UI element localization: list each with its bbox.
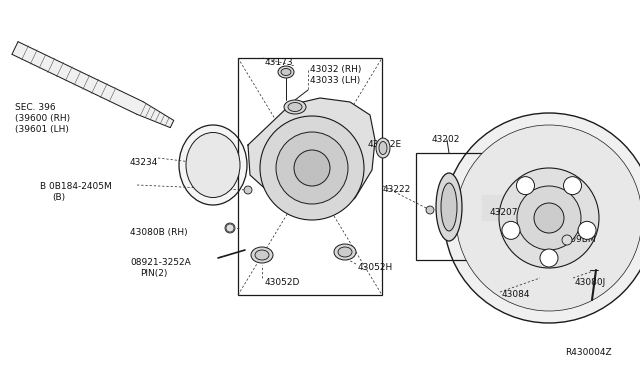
Ellipse shape <box>244 186 252 194</box>
Text: 43202: 43202 <box>432 135 460 144</box>
Polygon shape <box>248 98 375 215</box>
Circle shape <box>563 177 582 195</box>
Circle shape <box>562 235 572 245</box>
Text: 43080B (RH): 43080B (RH) <box>130 228 188 237</box>
Ellipse shape <box>288 103 302 112</box>
Circle shape <box>540 249 558 267</box>
Circle shape <box>517 186 581 250</box>
Text: 43173: 43173 <box>265 58 294 67</box>
Circle shape <box>260 116 364 220</box>
Circle shape <box>444 113 640 323</box>
Circle shape <box>294 150 330 186</box>
Circle shape <box>502 221 520 239</box>
Text: 08921-3252A: 08921-3252A <box>130 258 191 267</box>
Ellipse shape <box>379 141 387 154</box>
Ellipse shape <box>284 100 306 114</box>
Polygon shape <box>137 102 173 128</box>
Text: (39600 (RH): (39600 (RH) <box>15 114 70 123</box>
Text: PIN(2): PIN(2) <box>140 269 168 278</box>
Circle shape <box>534 203 564 233</box>
Ellipse shape <box>179 125 247 205</box>
Text: B 0B184-2405M: B 0B184-2405M <box>40 182 112 191</box>
Circle shape <box>276 132 348 204</box>
Ellipse shape <box>376 138 390 158</box>
Polygon shape <box>482 195 522 220</box>
Ellipse shape <box>441 183 457 231</box>
Ellipse shape <box>255 250 269 260</box>
Ellipse shape <box>251 247 273 263</box>
Circle shape <box>499 168 599 268</box>
Text: 43234: 43234 <box>130 158 158 167</box>
Text: 43052H: 43052H <box>358 263 393 272</box>
Bar <box>238 58 382 295</box>
Circle shape <box>516 177 534 195</box>
Text: 43052D: 43052D <box>265 278 300 287</box>
Ellipse shape <box>338 247 352 257</box>
Bar <box>416 153 482 260</box>
Text: 43080J: 43080J <box>575 278 606 287</box>
Ellipse shape <box>334 244 356 260</box>
Ellipse shape <box>278 66 294 78</box>
Ellipse shape <box>426 206 434 214</box>
Text: 43033 (LH): 43033 (LH) <box>310 76 360 85</box>
Text: (B): (B) <box>52 193 65 202</box>
Ellipse shape <box>436 173 462 241</box>
Text: 4409BM: 4409BM <box>560 235 596 244</box>
Polygon shape <box>12 42 143 114</box>
Text: 43052E: 43052E <box>368 140 402 149</box>
Text: SEC. 396: SEC. 396 <box>15 103 56 112</box>
Text: 43032 (RH): 43032 (RH) <box>310 65 362 74</box>
Circle shape <box>456 125 640 311</box>
Text: 43207: 43207 <box>490 208 518 217</box>
Text: 43084: 43084 <box>502 290 531 299</box>
Ellipse shape <box>281 68 291 76</box>
Circle shape <box>578 221 596 239</box>
Text: (39601 (LH): (39601 (LH) <box>15 125 69 134</box>
Text: R430004Z: R430004Z <box>565 348 612 357</box>
Ellipse shape <box>225 223 235 233</box>
Ellipse shape <box>186 132 240 198</box>
Text: 43222: 43222 <box>383 185 412 194</box>
